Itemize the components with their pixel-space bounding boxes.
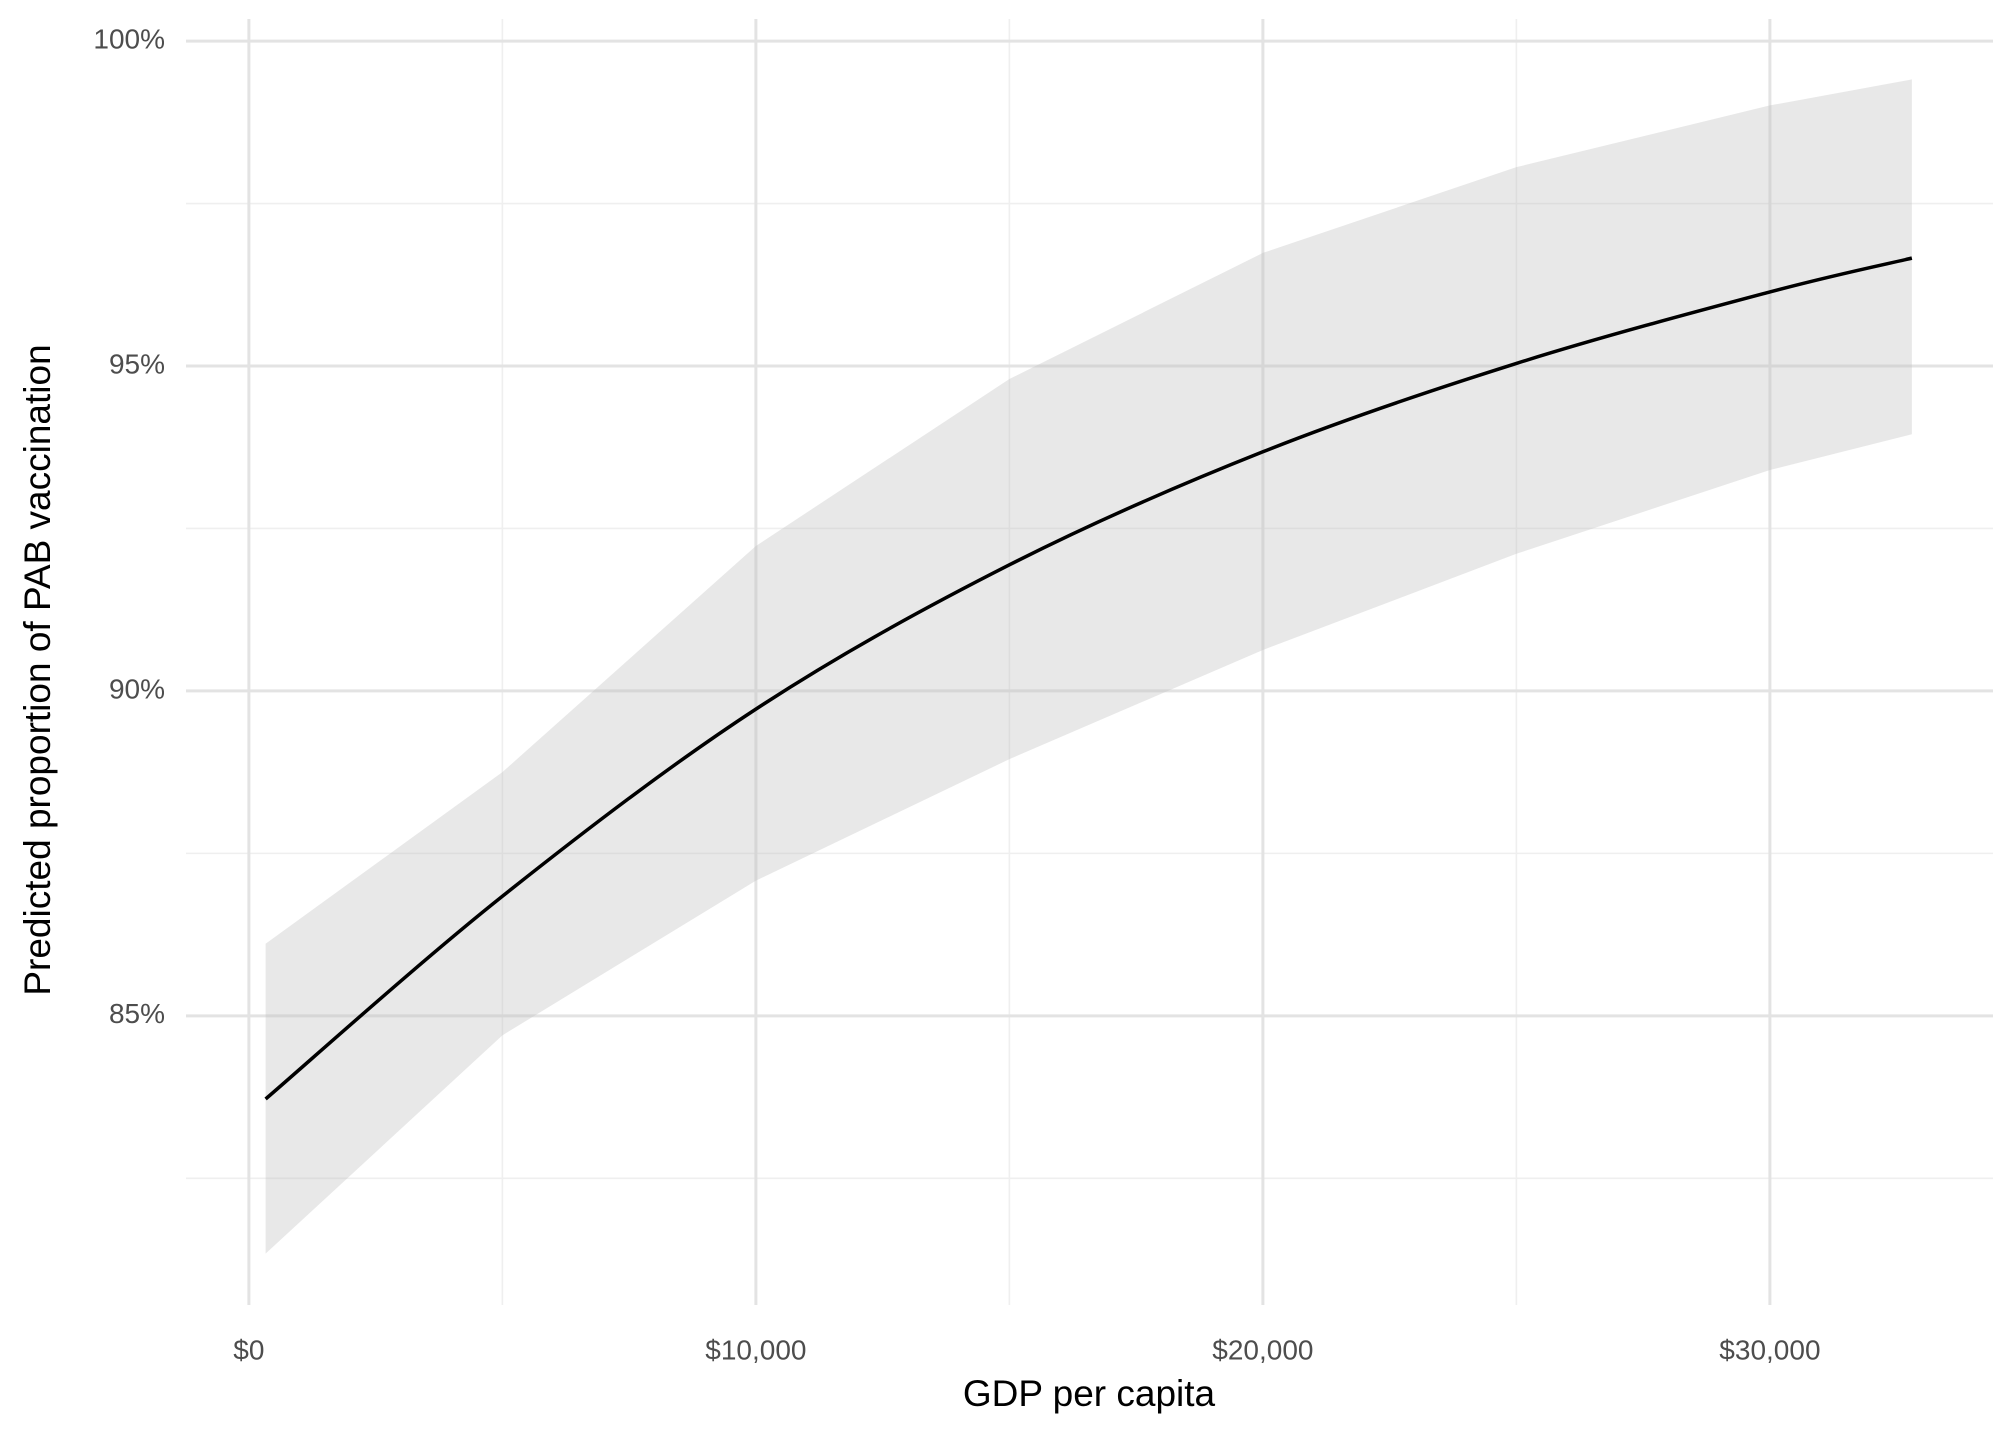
x-tick-label: $10,000	[705, 1334, 806, 1365]
labels: 85% 90% 95% 100% $0 $10,000 $20,000 $30,000	[93, 23, 1820, 1365]
grid	[186, 19, 1993, 1305]
y-tick-label: 90%	[109, 673, 165, 704]
x-tick-label: $30,000	[1719, 1334, 1820, 1365]
y-tick-label: 95%	[109, 348, 165, 379]
x-tick-label: $20,000	[1212, 1334, 1313, 1365]
fit-line	[264, 256, 1913, 1101]
y-tick-label: 100%	[93, 23, 165, 54]
x-axis-title: GDP per capita	[963, 1373, 1216, 1414]
y-axis-title: Predicted proportion of PAB vaccination	[17, 344, 58, 995]
confidence-band	[265, 79, 1912, 1254]
x-tick-label: $0	[233, 1334, 264, 1365]
marks	[264, 79, 1913, 1254]
y-tick-label: 85%	[109, 998, 165, 1029]
